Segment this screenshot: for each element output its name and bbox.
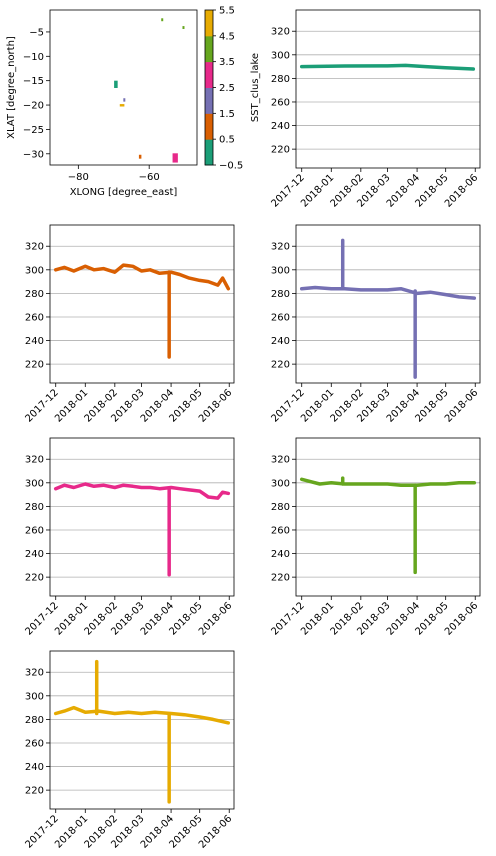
colorbar-segment — [205, 35, 213, 63]
sst-cluster-0-panel: 2202402602803003202017-122018-012018-022… — [270, 9, 481, 210]
y-tick-label: 220 — [271, 360, 290, 371]
y-tick-label: 240 — [25, 762, 44, 773]
y-tick-label: 280 — [25, 502, 44, 513]
y-tick-label: 260 — [25, 312, 44, 323]
map-x-axis-label: XLONG [degree_east] — [70, 187, 178, 198]
y-tick-label: 240 — [25, 549, 44, 560]
map-axes-frame — [49, 9, 198, 166]
y-tick-label: 320 — [271, 27, 290, 38]
map-y-axis-label: XLAT [degree_north] — [6, 36, 17, 139]
y-tick-label: 320 — [25, 668, 44, 679]
map-point-cluster-4 — [161, 18, 164, 22]
map-y-tick-label: −5 — [29, 27, 44, 38]
axes-frame — [49, 224, 235, 384]
map-panel: −80 −60 −5 −10 −15 −20 −25 −30 XLONG [degree_eas… — [6, 6, 261, 199]
colorbar-tick-label: 3.5 — [219, 57, 235, 68]
y-tick-label: 280 — [25, 715, 44, 726]
y-tick-label: 220 — [271, 145, 290, 156]
map-x-tick-label: −80 — [68, 172, 89, 183]
y-tick-label: 240 — [271, 549, 290, 560]
map-point-cluster-0 — [114, 80, 118, 88]
y-tick-label: 220 — [25, 786, 44, 797]
colorbar-tick-label: 4.5 — [219, 31, 235, 42]
y-tick-label: 260 — [25, 525, 44, 536]
colorbar-segment — [205, 113, 213, 140]
y-tick-label: 260 — [25, 738, 44, 749]
y-tick-label: 220 — [25, 360, 44, 371]
colorbar-tick-label: 1.5 — [219, 109, 235, 120]
y-tick-label: 220 — [271, 573, 290, 584]
y-tick-label: 280 — [25, 289, 44, 300]
map-point-cluster-4 — [182, 26, 185, 30]
y-tick-label: 240 — [271, 121, 290, 132]
map-point-cluster-5 — [119, 104, 125, 107]
map-x-tick-label: −60 — [139, 172, 160, 183]
colorbar-tick-label: −0.5 — [219, 161, 243, 172]
axes-frame — [49, 650, 235, 810]
map-y-tick-label: −25 — [23, 125, 44, 136]
sst-series-line — [299, 63, 476, 71]
colorbar-segment — [205, 10, 213, 37]
colorbar-tick-label: 2.5 — [219, 83, 235, 94]
sst-series-line — [299, 477, 477, 487]
map-point-cluster-2 — [123, 98, 126, 102]
axes-frame — [295, 437, 481, 597]
sst-series-line — [53, 705, 231, 725]
y-tick-label: 260 — [271, 97, 290, 108]
sst-cluster-3-panel: 2202402602803003202017-122018-012018-022… — [24, 437, 235, 638]
sst-cluster-2-panel: 2202402602803003202017-122018-012018-022… — [270, 224, 481, 425]
map-point-cluster-1 — [138, 154, 142, 159]
sst-cluster-1-panel: 2202402602803003202017-122018-012018-022… — [24, 224, 235, 425]
y-tick-label: 260 — [271, 525, 290, 536]
sst-cluster-5-panel: 2202402602803003202017-122018-012018-022… — [24, 650, 235, 851]
y-tick-label: 280 — [271, 502, 290, 513]
y-tick-label: 300 — [271, 265, 290, 276]
colorbar-label: SST_clus_lake — [250, 53, 261, 122]
y-tick-label: 300 — [271, 478, 290, 489]
colorbar-segment — [205, 87, 213, 114]
y-tick-label: 320 — [25, 455, 44, 466]
y-tick-label: 220 — [25, 573, 44, 584]
sst-series-line — [53, 482, 231, 500]
map-y-tick-label: −10 — [23, 52, 44, 63]
axes-frame — [295, 9, 481, 169]
y-tick-label: 300 — [25, 478, 44, 489]
map-y-tick-label: −20 — [23, 101, 44, 112]
colorbar-tick-label: 5.5 — [219, 6, 235, 17]
colorbar-tick-label: 0.5 — [219, 135, 235, 146]
colorbar-segment — [205, 61, 213, 88]
y-tick-label: 320 — [271, 242, 290, 253]
y-tick-label: 240 — [271, 336, 290, 347]
sst-series-line — [299, 285, 477, 300]
map-y-tick-label: −15 — [23, 76, 44, 87]
sst-series-line — [53, 263, 231, 291]
y-tick-label: 260 — [271, 312, 290, 323]
y-tick-label: 240 — [25, 336, 44, 347]
colorbar-segment — [205, 139, 213, 166]
y-tick-label: 300 — [25, 691, 44, 702]
y-tick-label: 280 — [271, 289, 290, 300]
axes-frame — [49, 437, 235, 597]
map-y-tick-label: −30 — [23, 149, 44, 160]
map-point-cluster-3 — [172, 153, 178, 163]
y-tick-label: 320 — [25, 242, 44, 253]
y-tick-label: 320 — [271, 455, 290, 466]
axes-frame — [295, 224, 481, 384]
y-tick-label: 300 — [271, 50, 290, 61]
y-tick-label: 300 — [25, 265, 44, 276]
y-tick-label: 280 — [271, 74, 290, 85]
sst-cluster-4-panel: 2202402602803003202017-122018-012018-022… — [270, 437, 481, 638]
